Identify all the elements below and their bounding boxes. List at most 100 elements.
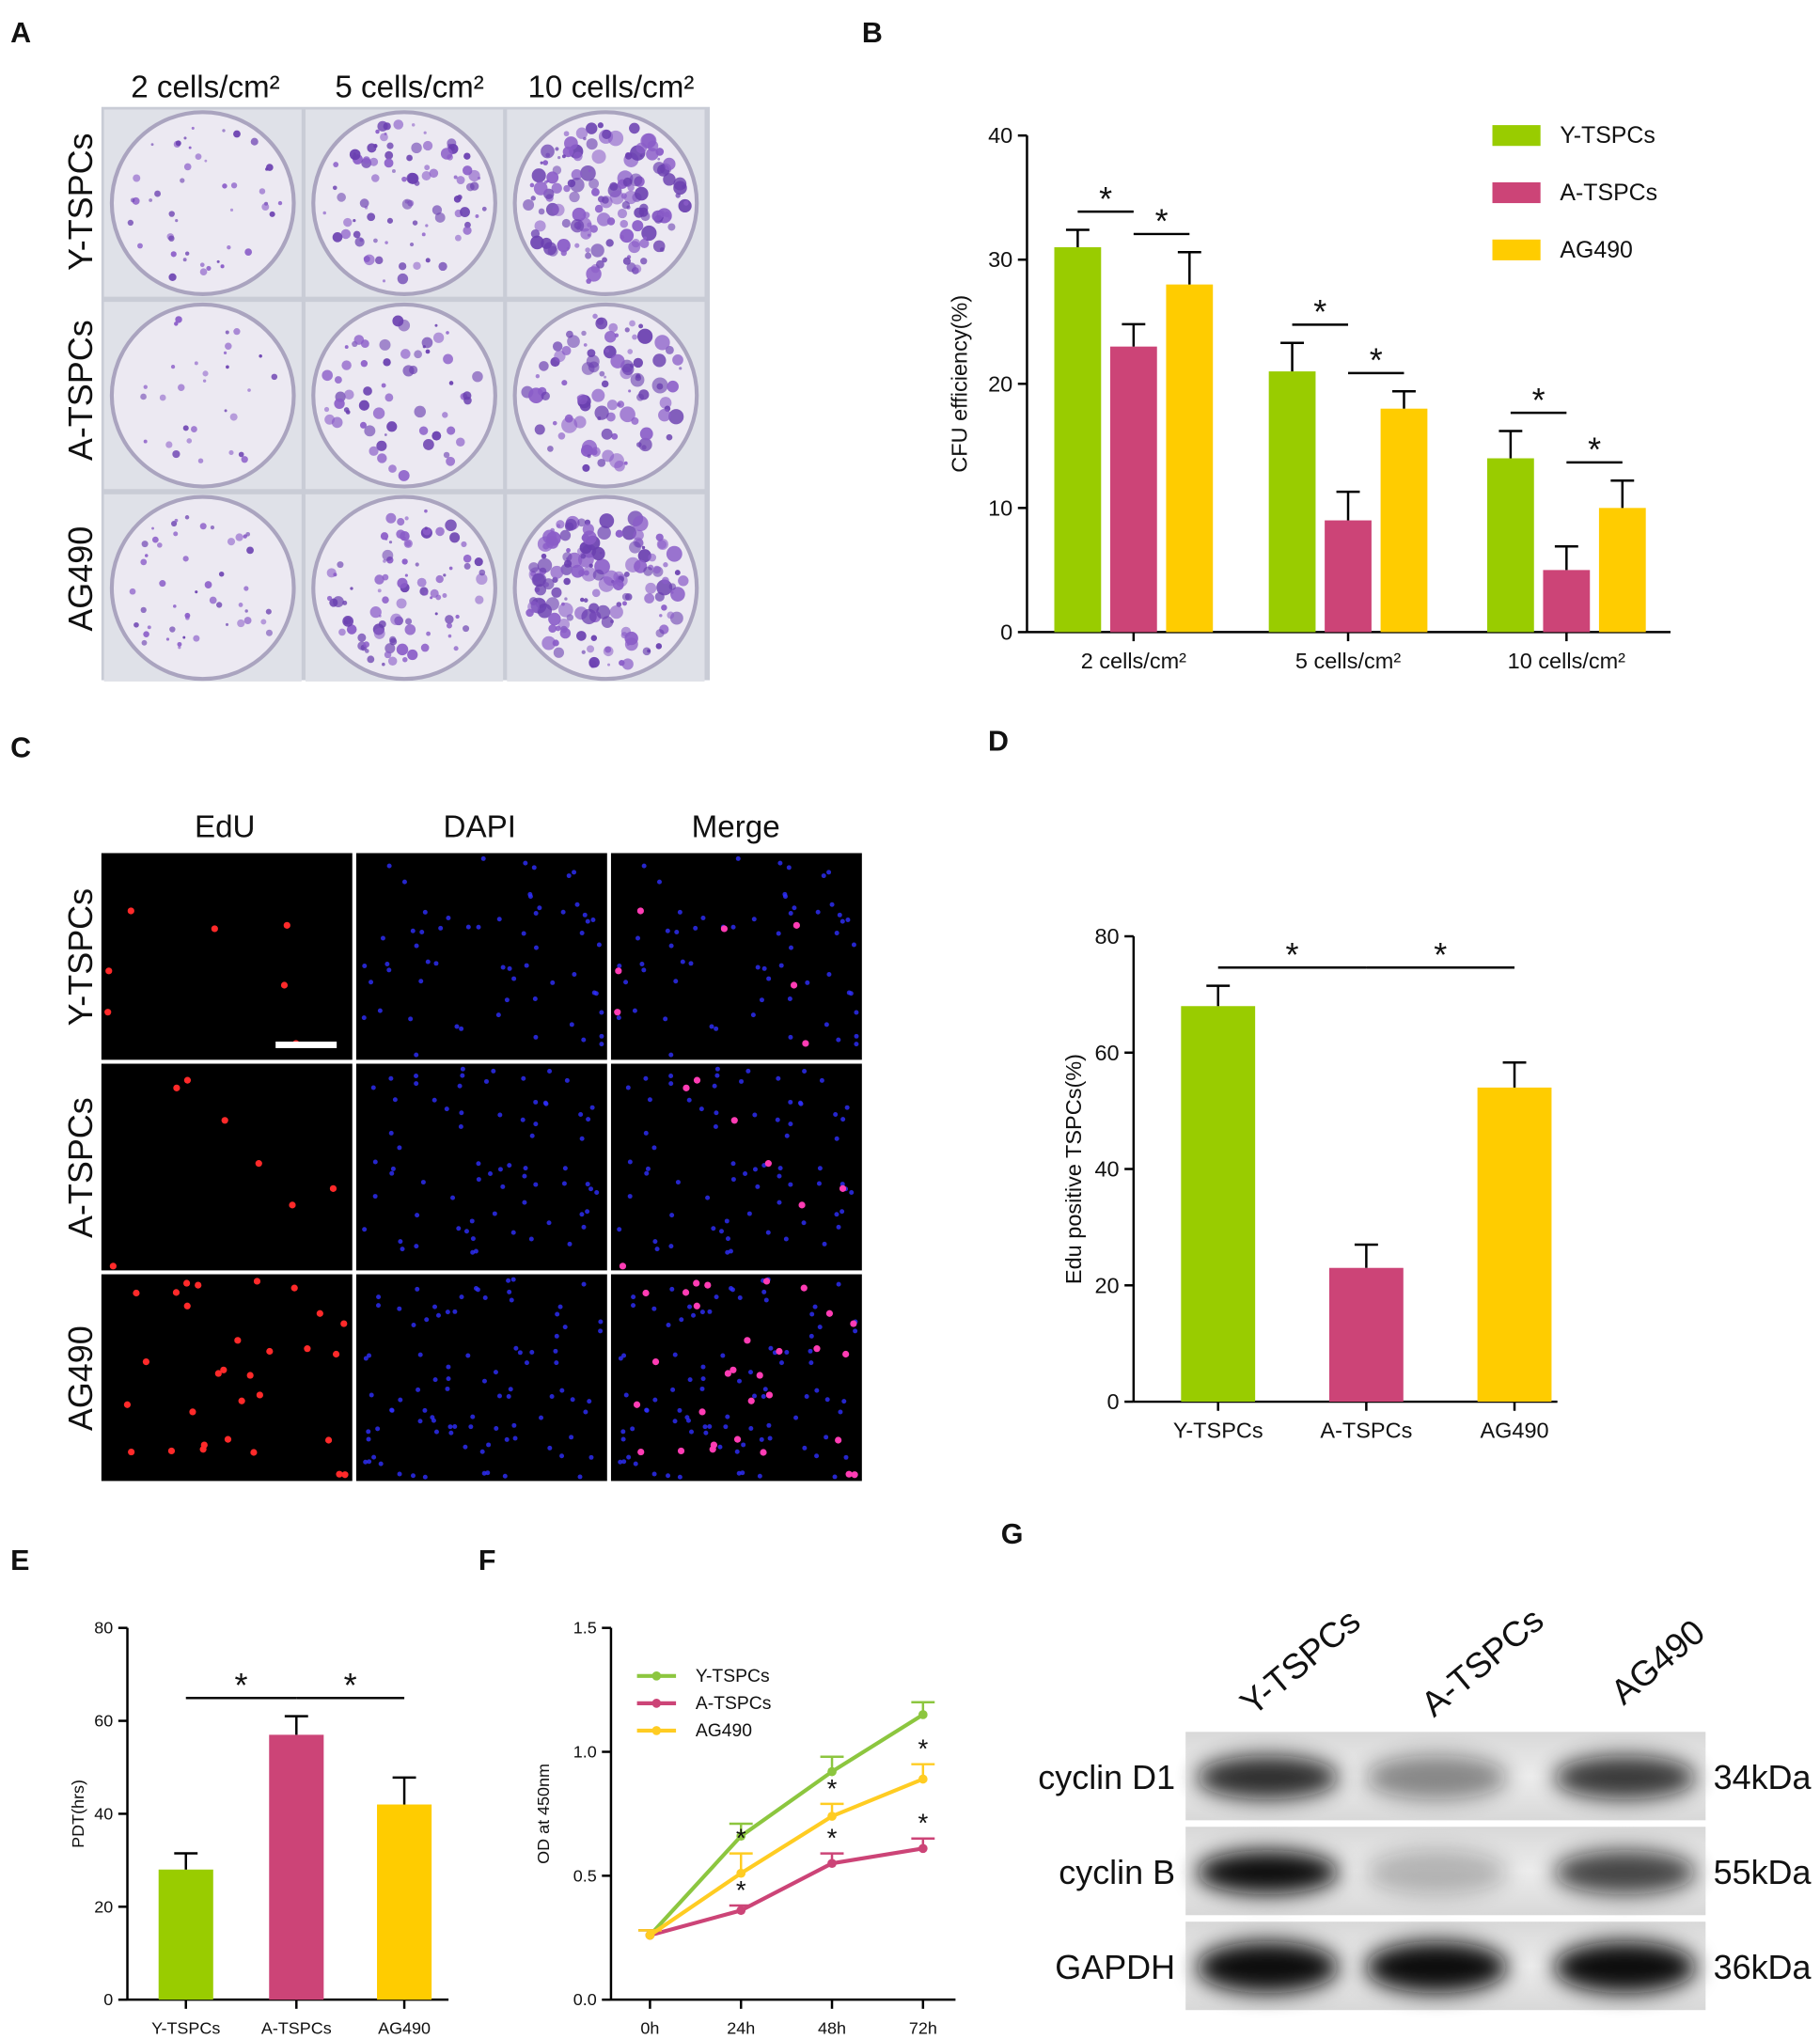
colony [627,183,635,192]
nucleus [414,1244,419,1249]
nucleus [816,1181,822,1186]
colony [538,208,545,215]
nucleus [714,1026,719,1031]
nucleus [666,1473,671,1479]
edu-cell [183,1302,191,1310]
bar [1477,1087,1552,1403]
nucleus [445,1386,450,1391]
y-tick-label: 80 [94,1619,113,1638]
colony [322,369,333,382]
nucleus [502,1473,508,1479]
colony [463,562,471,570]
colony [429,168,439,179]
colony [420,643,430,652]
colony [587,454,591,459]
colony [591,187,600,196]
nucleus [707,1423,713,1429]
colony [620,626,632,637]
nucleus [711,1226,716,1231]
colony [337,561,344,569]
colony [191,426,197,432]
nucleus [418,979,424,984]
edu-cell [283,921,290,929]
y-axis-label: CFU efficiency(%) [948,295,972,473]
nucleus [598,1328,604,1334]
colony [379,338,391,351]
nucleus [668,1081,674,1087]
edu-cell [744,1337,751,1344]
nucleus [398,1397,403,1403]
nucleus [581,1281,587,1287]
colony [404,573,408,577]
nucleus [802,1445,808,1451]
significance-mark: * [235,1666,248,1704]
significance-mark: * [736,1875,746,1905]
colony [635,374,642,382]
edu-cell [682,1084,690,1091]
nucleus [550,980,556,985]
y-tick-label: 60 [94,1712,113,1731]
nucleus [712,1083,717,1089]
colony [243,586,249,591]
nucleus [384,961,390,966]
colony [197,458,204,463]
nucleus [371,1454,377,1460]
colony [424,165,431,171]
colony [386,217,394,224]
colony [623,571,630,577]
colony [210,525,215,530]
colony [384,643,396,654]
edu-cell [183,1076,192,1084]
colony [534,220,546,232]
colony [185,616,190,620]
y-tick-label: 40 [988,123,1012,148]
colony [261,203,270,212]
y-tick-label: 0.0 [573,1990,597,2009]
colony [353,219,356,223]
nucleus [834,1136,839,1141]
y-tick-label: 40 [1094,1157,1119,1182]
colony [412,220,418,226]
nucleus [572,870,577,875]
panel-label: G [1001,1518,1024,1550]
nucleus [465,1353,471,1358]
nucleus [447,1424,453,1430]
nucleus [431,1097,437,1103]
nucleus [572,971,577,977]
nucleus [623,980,629,985]
nucleus [666,1323,671,1328]
nucleus [736,1470,742,1476]
nucleus [456,1226,462,1231]
nucleus [496,917,502,922]
edu-cell [642,1289,650,1297]
y-tick-label: 20 [988,371,1012,396]
nucleus [414,1074,419,1079]
nucleus [517,1350,523,1356]
colony [396,643,409,656]
edu-cell [220,1366,228,1373]
nucleus [687,1304,693,1310]
colony [404,516,409,521]
nucleus [452,1423,458,1429]
nucleus [821,873,826,879]
nucleus [651,1471,657,1477]
colony [623,461,628,465]
colony [591,149,606,165]
colony [388,464,397,473]
row-label: Y-TSPCs [61,133,100,270]
nucleus [422,1474,428,1480]
size-label: 55kDa [1714,1853,1812,1891]
y-tick-label: 60 [1094,1041,1119,1065]
colony [601,380,609,388]
nucleus [669,1213,675,1218]
significance-mark: * [827,1774,838,1803]
colony [228,449,234,456]
colony [641,545,646,550]
nucleus [495,1012,501,1018]
colony [442,412,448,418]
edu-cell [255,1160,262,1168]
nucleus [479,1449,485,1454]
column-header: 2 cells/cm² [131,70,280,104]
nucleus [397,1471,402,1477]
